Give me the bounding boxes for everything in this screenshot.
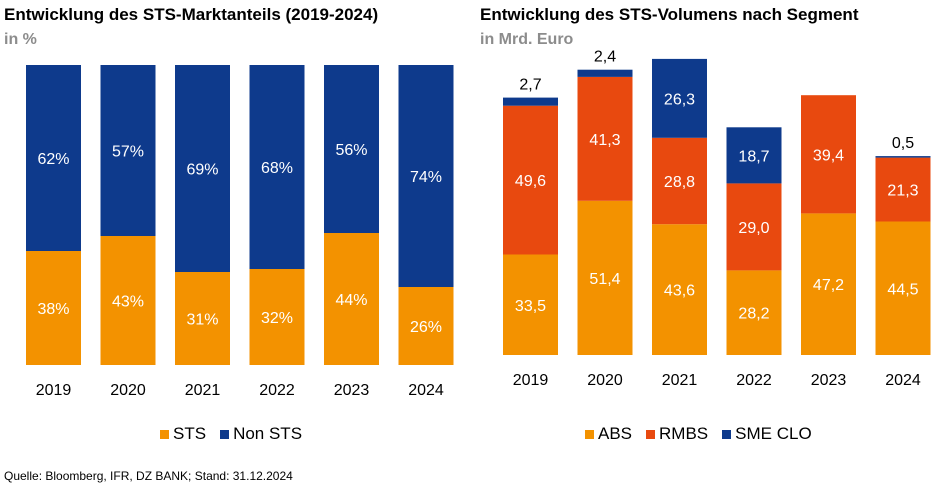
chart1-data-label: 43% (112, 294, 144, 311)
legend-item-sts: STS (160, 424, 206, 444)
chart1-data-label: 62% (37, 151, 69, 168)
chart1-subtitle: in % (4, 31, 37, 48)
chart1-data-label: 68% (261, 160, 293, 177)
chart2-bar-abs-2024 (875, 221, 931, 355)
chart2-data-label: 44,5 (887, 281, 918, 298)
chart2-bar-abs-2019 (503, 254, 558, 355)
chart1-data-label: 74% (410, 169, 442, 186)
chart2-bar-sme-clo-2019 (503, 97, 558, 106)
legend-label-rmbs: RMBS (659, 424, 709, 443)
chart1-legend: STS Non STS (160, 424, 316, 444)
chart2-subtitle: in Mrd. Euro (480, 31, 574, 48)
chart2-data-label: 49,6 (515, 173, 546, 190)
chart1-data-label: 44% (335, 292, 367, 309)
chart1-data-label: 32% (261, 310, 293, 327)
legend-swatch-sts (160, 429, 169, 439)
chart1-bar-sts-2021 (175, 272, 230, 365)
legend-item-rmbs: RMBS (646, 424, 708, 444)
chart1-bar-sts-2020 (100, 236, 156, 365)
chart2-bar-rmbs-2024 (875, 157, 931, 222)
chart1-bar-sts-2023 (324, 233, 379, 365)
legend-swatch-rmbs (646, 429, 656, 439)
chart2-data-label: 18,7 (738, 148, 769, 165)
chart2-bar-sme-clo-2022 (726, 127, 782, 184)
chart1-tick-label: 2021 (185, 382, 221, 399)
chart2-bar-rmbs-2023 (801, 95, 856, 214)
chart1-data-label: 56% (335, 142, 367, 159)
volume-chart: 33,5 49,6 2,7 2019 51,4 41,3 2,4 2020 43,6 28,8 26… (503, 49, 931, 389)
source-note: Quelle: Bloomberg, IFR, DZ BANK; Stand: … (4, 469, 293, 483)
chart2-data-label: 0,5 (892, 135, 914, 152)
chart2-tick-label: 2020 (587, 372, 623, 389)
legend-swatch-non-sts (220, 429, 230, 439)
chart2-tick-label: 2024 (885, 372, 921, 389)
chart1-bar-non-sts-2019 (26, 65, 81, 251)
chart2-data-label: 33,5 (515, 298, 546, 315)
legend-label-sts: STS (173, 424, 207, 443)
chart2-data-label: 39,4 (813, 147, 844, 164)
chart1-data-label: 31% (186, 312, 218, 329)
chart2-data-label: 51,4 (589, 271, 620, 288)
chart2-bar-abs-2022 (726, 270, 782, 355)
legend-swatch-abs (585, 429, 594, 439)
chart1-bar-non-sts-2021 (175, 65, 230, 272)
chart1-data-label: 57% (112, 144, 144, 161)
market-share-chart: 38% 62% 2019 43% 57% 2020 31% 69% 2021 32% 68% 2022… (26, 65, 454, 399)
chart1-data-label: 69% (186, 162, 218, 179)
chart1-bar-sts-2022 (249, 269, 305, 365)
chart2-tick-label: 2023 (811, 372, 847, 389)
chart2-bar-rmbs-2019 (503, 105, 558, 255)
chart2-bar-rmbs-2022 (726, 183, 782, 271)
chart2-data-label: 28,8 (664, 174, 695, 191)
chart1-tick-label: 2020 (110, 382, 146, 399)
chart2-bar-sme-clo-2020 (577, 69, 633, 77)
chart1-tick-label: 2022 (259, 382, 295, 399)
chart2-bar-abs-2020 (577, 200, 633, 355)
chart1-bar-non-sts-2023 (324, 65, 379, 233)
chart2-data-label: 28,2 (738, 306, 769, 323)
chart2-bar-sme-clo-2024 (875, 156, 931, 158)
chart2-tick-label: 2019 (513, 372, 549, 389)
legend-item-non-sts: Non STS (220, 424, 302, 444)
chart2-tick-label: 2021 (662, 372, 698, 389)
chart2-data-label: 29,0 (738, 220, 769, 237)
chart2-bar-rmbs-2020 (577, 76, 633, 201)
legend-label-non-sts: Non STS (233, 424, 303, 443)
chart2-data-label: 26,3 (664, 91, 695, 108)
legend-item-abs: ABS (585, 424, 632, 444)
chart1-tick-label: 2024 (408, 382, 444, 399)
chart1-tick-label: 2023 (334, 382, 370, 399)
legend-label-abs: ABS (598, 424, 633, 443)
chart2-bar-sme-clo-2021 (652, 58, 707, 138)
legend-item-sme-clo: SME CLO (722, 424, 812, 444)
chart2-bar-abs-2021 (652, 224, 707, 355)
chart1-bar-non-sts-2020 (100, 65, 156, 236)
chart2-data-label: 2,4 (594, 49, 616, 66)
chart1-tick-label: 2019 (36, 382, 72, 399)
chart1-bar-non-sts-2024 (398, 65, 454, 287)
legend-label-sme-clo: SME CLO (735, 424, 812, 443)
chart2-title: Entwicklung des STS-Volumens nach Segmen… (480, 5, 859, 24)
chart1-data-label: 26% (410, 319, 442, 336)
chart2-data-label: 41,3 (589, 132, 620, 149)
chart2-tick-label: 2022 (736, 372, 772, 389)
chart1-bar-non-sts-2022 (249, 65, 305, 269)
chart2-bar-rmbs-2021 (652, 137, 707, 225)
chart2-data-label: 2,7 (519, 77, 541, 94)
chart1-bar-sts-2019 (26, 251, 81, 365)
chart2-data-label: 43,6 (664, 283, 695, 300)
chart2-data-label: 21,3 (887, 183, 918, 200)
chart1-title: Entwicklung des STS-Marktanteils (2019-2… (4, 5, 379, 24)
chart1-bar-sts-2024 (398, 287, 454, 365)
chart1-data-label: 38% (37, 301, 69, 318)
legend-swatch-sme-clo (722, 429, 732, 439)
chart2-data-label: 47,2 (813, 277, 844, 294)
chart2-bar-abs-2023 (801, 213, 856, 355)
chart2-legend: ABS RMBS SME CLO (585, 424, 826, 444)
